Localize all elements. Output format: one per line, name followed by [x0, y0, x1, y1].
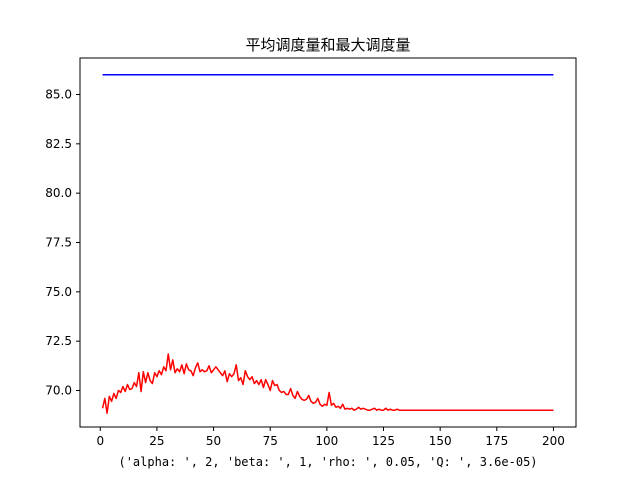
x-axis-label: ('alpha: ', 2, 'beta: ', 1, 'rho: ', 0.0… [118, 455, 537, 469]
x-axis: 0 25 50 75 100 125 150 175 200 [96, 427, 565, 448]
y-tick-label: 75.0 [45, 285, 72, 299]
y-axis: 70.0 72.5 75.0 77.5 80.0 82.5 85.0 [45, 88, 80, 397]
y-tick-label: 85.0 [45, 88, 72, 102]
y-tick-label: 72.5 [45, 334, 72, 348]
x-tick-label: 150 [429, 434, 452, 448]
x-tick-label: 175 [485, 434, 508, 448]
y-tick-label: 77.5 [45, 236, 72, 250]
x-tick-label: 100 [315, 434, 338, 448]
y-tick-label: 80.0 [45, 186, 72, 200]
x-tick-label: 25 [149, 434, 164, 448]
x-tick-label: 0 [96, 434, 104, 448]
x-tick-label: 125 [372, 434, 395, 448]
series-layer [101, 74, 554, 414]
x-tick-label: 50 [206, 434, 221, 448]
x-tick-label: 200 [542, 434, 565, 448]
chart-title: 平均调度量和最大调度量 [245, 36, 410, 54]
y-tick-label: 70.0 [45, 383, 72, 397]
x-tick-label: 75 [263, 434, 278, 448]
series-line-2 [101, 353, 554, 414]
y-tick-label: 82.5 [45, 137, 72, 151]
